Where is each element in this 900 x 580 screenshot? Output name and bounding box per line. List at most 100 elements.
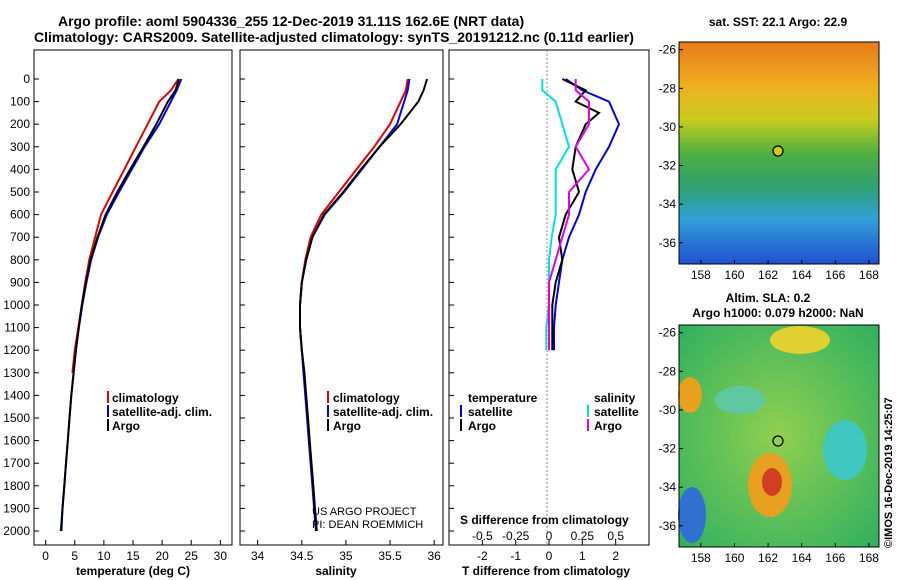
series-line-temperature-satellite (553, 78, 621, 351)
lon-tick-label: 162 (758, 551, 778, 565)
x-tick-label: 2 (612, 549, 619, 563)
legend-s-argo: Argo (594, 419, 622, 433)
lat-tick-label: -32 (659, 442, 677, 456)
lon-tick-label: 166 (825, 551, 845, 565)
sst-map-title: sat. SST: 22.1 Argo: 22.9 (709, 15, 848, 29)
depth-tick-label: 1300 (3, 366, 30, 380)
lon-tick-label: 158 (691, 551, 711, 565)
series-line-climatology (71, 78, 180, 373)
lat-tick-label: -28 (659, 364, 677, 378)
legend-argo: Argo (333, 419, 361, 433)
depth-tick-label: 600 (10, 208, 30, 222)
temperature-legend: climatology satellite-adj. clim. Argo (107, 391, 212, 433)
depth-tick-label: 900 (10, 275, 30, 289)
series-line-satellite-adj-clim- (59, 78, 183, 532)
depth-tick-label: 400 (10, 162, 30, 176)
sla-map-title-1: Altim. SLA: 0.2 (726, 291, 811, 305)
depth-tick-label: 2000 (3, 524, 30, 538)
x-tick-label: 1 (579, 549, 586, 563)
depth-tick-label: 700 (10, 230, 30, 244)
sla-map-frame (678, 324, 880, 548)
depth-tick-label: 500 (10, 185, 30, 199)
s-tick-label: 0 (546, 529, 553, 543)
depth-tick-label: 100 (10, 95, 30, 109)
series-line-salinity-argo (548, 79, 591, 351)
legend-salinity-title: salinity (594, 391, 636, 405)
lat-tick-label: -26 (659, 326, 677, 340)
salinity-legend: climatology satellite-adj. clim. Argo US… (312, 391, 433, 531)
lat-tick-label: -26 (659, 43, 677, 57)
lon-tick-label: 164 (792, 551, 812, 565)
lat-tick-label: -34 (659, 197, 677, 211)
depth-tick-label: 1500 (3, 411, 30, 425)
depth-tick-label: 1600 (3, 434, 30, 448)
panel-x-axes: 0 5 10 15 20 25 30 34 34.5 35 35.5 36 -2 -1 0 1 2 -0.5 -0.… (42, 529, 624, 563)
sla-high-anomaly (678, 377, 702, 413)
sst-map-frame (678, 41, 880, 265)
x-tick-label: 34 (251, 549, 265, 563)
s-tick-label: -0.5 (472, 529, 493, 543)
s-tick-label: -0.25 (502, 529, 530, 543)
depth-tick-label: 1900 (3, 501, 30, 515)
depth-tick-label: 1800 (3, 479, 30, 493)
legend-climatology: climatology (112, 391, 179, 405)
depth-tick-label: 300 (10, 140, 30, 154)
x-tick-label: 5 (71, 549, 78, 563)
lat-tick-label: -32 (659, 159, 677, 173)
sla-low-anomaly (715, 386, 765, 414)
lon-tick-label: 162 (758, 268, 778, 282)
sla-map-features (678, 326, 867, 543)
x-tick-label: 20 (155, 549, 169, 563)
lon-tick-label: 160 (724, 268, 744, 282)
header-line-2: Climatology: CARS2009. Satellite-adjuste… (34, 29, 634, 45)
sla-low-anomaly (678, 487, 706, 543)
series-line-satellite-adj-clim- (299, 78, 411, 532)
lon-tick-label: 168 (859, 268, 879, 282)
x-tick-label: 35 (339, 549, 353, 563)
depth-tick-label: 1200 (3, 343, 30, 357)
difference-legend: temperature salinity satellite Argo sate… (460, 391, 639, 527)
argo-position-marker (772, 145, 784, 157)
lon-tick-label: 158 (691, 268, 711, 282)
profile-curves (59, 78, 621, 532)
lat-tick-label: -30 (659, 403, 677, 417)
x-tick-label: -2 (477, 549, 488, 563)
legend-t-argo: Argo (468, 419, 496, 433)
x-tick-label: 35.5 (378, 549, 402, 563)
x-tick-label: 10 (97, 549, 111, 563)
lat-tick-label: -28 (659, 81, 677, 95)
series-line-argo (299, 78, 429, 532)
t-difference-axis-label: T difference from climatology (462, 564, 630, 578)
sla-high-anomaly-core (762, 468, 782, 496)
lon-tick-label: 160 (724, 551, 744, 565)
depth-tick-label: 800 (10, 253, 30, 267)
lon-tick-label: 164 (792, 268, 812, 282)
argo-position-marker (772, 435, 784, 447)
series-line-climatology (299, 78, 409, 373)
lat-tick-label: -30 (659, 120, 677, 134)
sla-map-ticks: 158 160 162 164 166 168 -26 -28 -30 -32 -34 -36 (659, 326, 880, 565)
s-tick-label: 0.5 (607, 529, 624, 543)
x-tick-label: -1 (510, 549, 521, 563)
legend-temperature-title: temperature (468, 391, 538, 405)
x-tick-label: 34.5 (290, 549, 314, 563)
depth-tick-label: 0 (23, 72, 30, 86)
legend-satellite: satellite-adj. clim. (112, 405, 212, 419)
series-line-argo (60, 78, 180, 532)
credit-project: US ARGO PROJECT (312, 506, 417, 518)
lon-tick-label: 168 (859, 551, 879, 565)
credit-pi: PI: DEAN ROEMMICH (312, 519, 423, 531)
legend-satellite: satellite-adj. clim. (333, 405, 433, 419)
lat-tick-label: -36 (659, 236, 677, 250)
legend-argo: Argo (112, 419, 140, 433)
legend-s-satellite: satellite (594, 405, 639, 419)
temperature-panel-frame (33, 49, 233, 546)
x-tick-label: 15 (126, 549, 140, 563)
sst-map-ticks: 158 160 162 164 166 168 -26 -28 -30 -32 -34 -36 (659, 43, 880, 282)
x-tick-label: 36 (427, 549, 441, 563)
lat-tick-label: -34 (659, 480, 677, 494)
s-difference-label: S difference from climatology (460, 513, 629, 527)
header-line-1: Argo profile: aoml 5904336_255 12-Dec-20… (58, 13, 524, 29)
sla-low-anomaly (823, 420, 867, 480)
